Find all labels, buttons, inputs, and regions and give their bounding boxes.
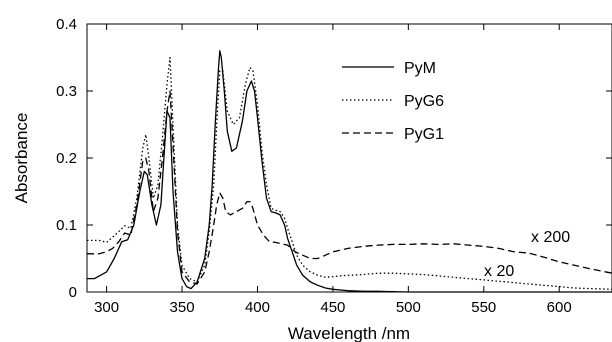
series-line-pym xyxy=(87,50,612,293)
y-tick-label: 0.2 xyxy=(56,150,77,167)
x-tick-label: 300 xyxy=(94,299,119,316)
y-tick-label: 0.3 xyxy=(56,83,77,100)
legend: PyM PyG6 PyG1 xyxy=(342,60,444,143)
x-tick-label: 450 xyxy=(320,299,345,316)
series-lines xyxy=(87,50,612,293)
x-ticks: 300 350 400 450 500 550 600 xyxy=(94,24,572,316)
y-axis-label: Absorbance xyxy=(12,113,31,204)
legend-label-pym: PyM xyxy=(404,60,436,77)
x-tick-label: 600 xyxy=(547,299,572,316)
y-ticks: 0 0.1 0.2 0.3 0.4 xyxy=(56,16,612,301)
y-tick-label: 0 xyxy=(69,284,77,301)
legend-label-pyg6: PyG6 xyxy=(404,93,444,110)
y-tick-label: 0.4 xyxy=(56,16,77,33)
x-tick-label: 550 xyxy=(471,299,496,316)
x-tick-label: 400 xyxy=(245,299,270,316)
annotation-x20: x 20 xyxy=(484,263,514,280)
legend-label-pyg1: PyG1 xyxy=(404,126,444,143)
plot-area-frame xyxy=(86,23,612,293)
x-tick-label: 350 xyxy=(170,299,195,316)
y-tick-label: 0.1 xyxy=(56,217,77,234)
x-axis-label: Wavelength /nm xyxy=(288,324,410,342)
series-line-pyg1 xyxy=(87,90,612,285)
annotation-x200: x 200 xyxy=(531,229,570,246)
x-tick-label: 500 xyxy=(396,299,421,316)
